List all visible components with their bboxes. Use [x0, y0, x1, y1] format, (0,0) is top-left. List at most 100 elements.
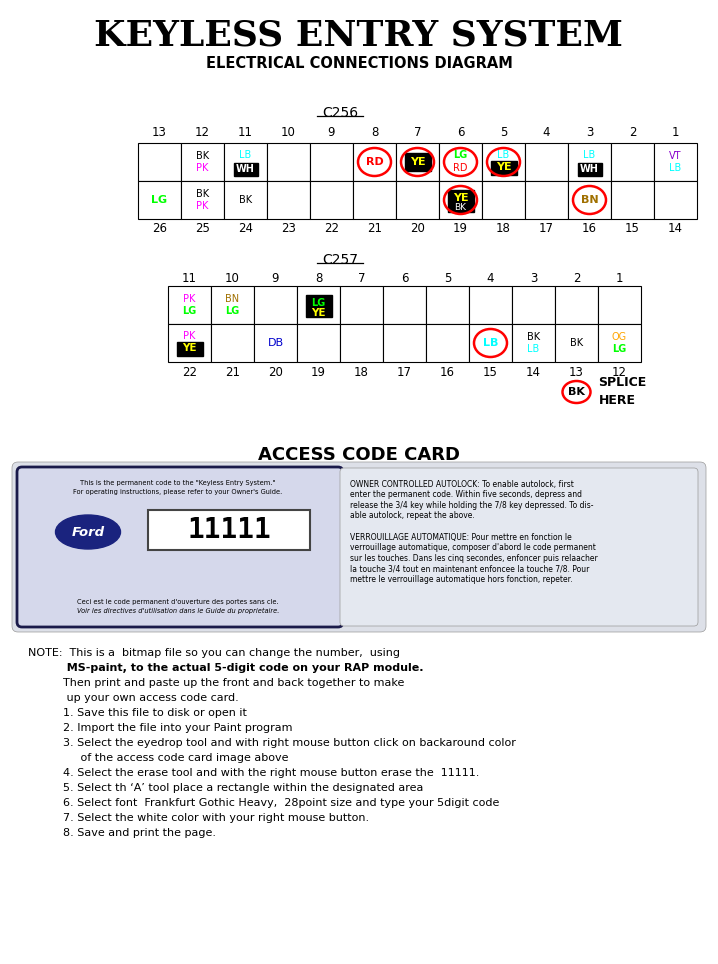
Text: 6: 6 — [457, 126, 465, 140]
Bar — [340, 286, 383, 324]
Bar — [525, 143, 568, 181]
Text: ELECTRICAL CONNECTIONS DIAGRAM: ELECTRICAL CONNECTIONS DIAGRAM — [205, 56, 513, 70]
Text: SPLICE: SPLICE — [599, 377, 647, 389]
Text: YE: YE — [410, 157, 425, 167]
Bar — [211, 324, 254, 362]
Bar — [469, 324, 512, 362]
Text: 6: 6 — [401, 272, 409, 284]
Text: NOTE:  This is a  bitmap file so you can change the number,  using: NOTE: This is a bitmap file so you can c… — [28, 648, 400, 658]
Text: PK: PK — [196, 201, 209, 211]
Bar — [577, 163, 602, 176]
Bar — [383, 324, 426, 362]
Bar — [224, 143, 267, 181]
Text: 1: 1 — [672, 126, 679, 140]
Text: LG: LG — [312, 298, 326, 308]
Bar — [482, 181, 525, 219]
Bar — [439, 181, 482, 219]
Text: 13: 13 — [569, 365, 584, 379]
Text: ACCESS CODE CARD: ACCESS CODE CARD — [258, 446, 460, 464]
Text: 25: 25 — [195, 223, 210, 235]
Text: 18: 18 — [354, 365, 369, 379]
Text: LG: LG — [151, 195, 167, 205]
Text: 22: 22 — [324, 223, 339, 235]
Text: YE: YE — [182, 343, 197, 353]
Text: 21: 21 — [225, 365, 240, 379]
Bar — [568, 143, 611, 181]
Bar — [654, 181, 697, 219]
Bar — [439, 143, 482, 181]
Text: 11: 11 — [182, 272, 197, 284]
Bar — [254, 286, 297, 324]
Text: LB: LB — [498, 150, 510, 160]
Text: LB: LB — [239, 150, 251, 160]
Text: KEYLESS ENTRY SYSTEM: KEYLESS ENTRY SYSTEM — [95, 18, 623, 52]
Text: BK: BK — [239, 195, 252, 205]
Text: 4: 4 — [543, 126, 550, 140]
Bar — [177, 342, 202, 356]
Text: RD: RD — [365, 157, 383, 167]
Bar — [310, 181, 353, 219]
Text: 20: 20 — [410, 223, 425, 235]
Bar — [525, 181, 568, 219]
Bar — [568, 181, 611, 219]
Bar — [267, 143, 310, 181]
Text: 1. Save this file to disk or open it: 1. Save this file to disk or open it — [28, 708, 247, 718]
Text: PK: PK — [183, 331, 196, 341]
Text: 3: 3 — [530, 272, 537, 284]
Text: 2: 2 — [573, 272, 580, 284]
FancyBboxPatch shape — [340, 468, 698, 626]
Bar — [426, 324, 469, 362]
Bar — [404, 153, 431, 171]
Text: 14: 14 — [668, 223, 683, 235]
Text: BK: BK — [196, 151, 209, 161]
Ellipse shape — [55, 515, 121, 549]
Text: 8. Save and print the page.: 8. Save and print the page. — [28, 828, 216, 838]
Text: 4. Select the erase tool and with the right mouse button erase the  11111.: 4. Select the erase tool and with the ri… — [28, 768, 480, 778]
Text: YE: YE — [311, 308, 326, 318]
Text: BK: BK — [568, 387, 585, 397]
Text: C257: C257 — [322, 253, 358, 267]
Text: 1: 1 — [616, 272, 623, 284]
Text: LG: LG — [612, 344, 627, 354]
Text: 9: 9 — [327, 126, 335, 140]
Bar — [211, 286, 254, 324]
Text: 26: 26 — [152, 223, 167, 235]
Text: 23: 23 — [281, 223, 296, 235]
Bar — [353, 143, 396, 181]
Text: LG: LG — [225, 306, 240, 316]
Text: 8: 8 — [370, 126, 378, 140]
Text: 5: 5 — [444, 272, 451, 284]
Text: 3. Select the eyedrop tool and with right mouse button click on backaround color: 3. Select the eyedrop tool and with righ… — [28, 738, 516, 748]
Text: LB: LB — [583, 150, 596, 160]
Bar — [555, 286, 598, 324]
Text: 24: 24 — [238, 223, 253, 235]
Bar — [426, 286, 469, 324]
Text: 15: 15 — [483, 365, 498, 379]
Bar — [148, 510, 310, 550]
Text: 7: 7 — [358, 272, 365, 284]
Bar — [512, 286, 555, 324]
Bar — [512, 324, 555, 362]
Text: Ceci est le code permanent d'ouverture des portes sans cle.: Ceci est le code permanent d'ouverture d… — [78, 599, 279, 605]
Text: 5. Select th ‘A’ tool place a rectangle within the designated area: 5. Select th ‘A’ tool place a rectangle … — [28, 783, 424, 793]
Text: 15: 15 — [625, 223, 640, 235]
Text: WH: WH — [580, 164, 599, 174]
Bar — [340, 324, 383, 362]
Text: LG: LG — [182, 306, 197, 316]
Text: OG: OG — [612, 332, 627, 342]
FancyBboxPatch shape — [17, 467, 343, 627]
Text: 21: 21 — [367, 223, 382, 235]
Bar — [310, 143, 353, 181]
Bar — [138, 143, 181, 181]
Text: 20: 20 — [268, 365, 283, 379]
Bar — [611, 143, 654, 181]
Bar — [297, 286, 340, 324]
Bar — [654, 143, 697, 181]
Text: For operating instructions, please refer to your Owner's Guide.: For operating instructions, please refer… — [73, 489, 283, 495]
Bar — [233, 163, 258, 176]
Text: BK: BK — [454, 203, 467, 212]
Bar — [168, 286, 211, 324]
Text: LB: LB — [669, 163, 681, 173]
Text: 2. Import the file into your Paint program: 2. Import the file into your Paint progr… — [28, 723, 292, 733]
Text: 2: 2 — [629, 126, 636, 140]
